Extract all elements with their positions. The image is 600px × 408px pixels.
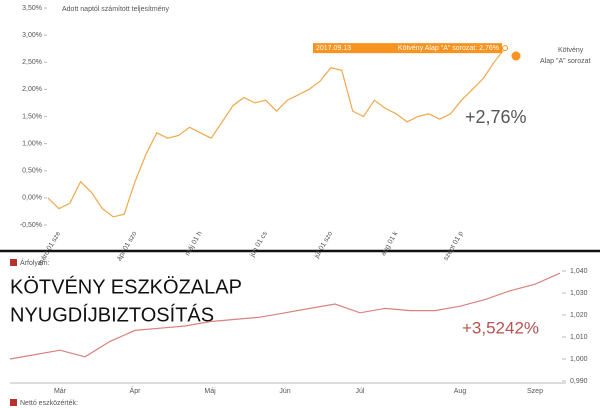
legend-swatch — [10, 399, 17, 406]
line — [9, 272, 561, 360]
y-tick-label: 2,00% — [22, 86, 42, 93]
x-tick-label: ápr 01 szo — [116, 230, 138, 262]
legend-top: Árfolyam: — [20, 258, 50, 267]
tooltip-text: Kötvény Alap "A" sorozat: 2,76% — [398, 45, 499, 52]
y-tick-label: 3,50% — [22, 5, 42, 12]
legend-title: Kötvény — [558, 47, 584, 54]
legend-bottom: Nettó eszközérték: — [20, 400, 78, 407]
end-marker — [502, 45, 508, 52]
y-tick-label: 1,030 — [570, 290, 588, 297]
x-tick-label: Már — [54, 388, 67, 395]
return-label: +3,5242% — [462, 318, 539, 337]
y-tick-label: 0,50% — [22, 168, 42, 175]
y-tick-label: 3,00% — [22, 32, 42, 39]
x-tick-label: Ápr — [130, 386, 142, 395]
y-tick-label: 2,50% — [22, 59, 42, 66]
y-tick-label: -0,50% — [20, 222, 42, 229]
y-tick-label: 0,990 — [570, 378, 588, 385]
x-tick-label: szept 01 p — [443, 230, 465, 262]
x-tick-label: Aug — [454, 388, 467, 395]
legend-marker — [511, 51, 521, 61]
heading: KÖTVÉNY ESZKÖZALAP — [10, 275, 242, 298]
tooltip-box — [313, 43, 502, 54]
legend-swatch — [10, 259, 17, 266]
x-tick-label: jún 01 cs — [248, 230, 269, 259]
y-tick-label: 1,040 — [570, 268, 588, 275]
x-tick-label: Júl — [356, 388, 365, 395]
y-tick-label: 1,00% — [22, 140, 42, 147]
y-tick-label: 1,010 — [570, 334, 588, 341]
tooltip-date: 2017.09.13 — [316, 45, 351, 52]
x-tick-label: Máj — [204, 388, 216, 395]
x-tick-label: Szep — [527, 388, 543, 395]
heading: NYUGDÍJBIZTOSÍTÁS — [10, 303, 214, 326]
chart-title: Adott naptól számított teljesítmény — [62, 6, 169, 13]
x-tick-label: márc 01 sze — [37, 230, 62, 267]
y-tick-label: 0,00% — [22, 195, 42, 202]
legend-label: Alap "A" sorozat — [540, 58, 591, 65]
return-label: +2,76% — [465, 107, 527, 127]
y-tick-label: 1,020 — [570, 312, 588, 319]
x-tick-label: Jún — [279, 388, 290, 395]
x-tick-label: máj 01 h — [184, 230, 204, 257]
x-tick-label: aug 01 k — [380, 230, 400, 257]
y-tick-label: 1,50% — [22, 113, 42, 120]
y-tick-label: 1,000 — [570, 356, 588, 363]
x-tick-label: júl 01 szo — [313, 230, 334, 260]
line — [47, 47, 506, 218]
